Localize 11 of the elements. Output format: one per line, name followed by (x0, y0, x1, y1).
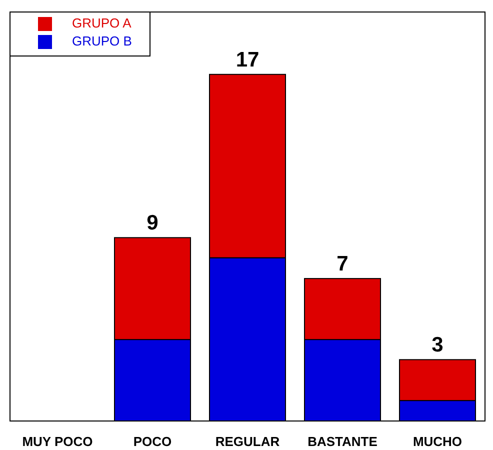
x-tick-label: REGULAR (215, 434, 280, 449)
annotation: 9 (146, 212, 158, 235)
legend-label: GRUPO A (72, 15, 132, 30)
legend-label: GRUPO B (72, 33, 132, 48)
x-tick-label: BASTANTE (308, 434, 378, 449)
x-tick-label: POCO (133, 434, 172, 449)
annotation: 17 (236, 48, 260, 72)
x-tick-label: MUY POCO (22, 434, 93, 449)
annotation: 3 (432, 334, 444, 357)
x-tick-label: MUCHO (412, 434, 462, 449)
annotation: 7 (336, 252, 348, 276)
